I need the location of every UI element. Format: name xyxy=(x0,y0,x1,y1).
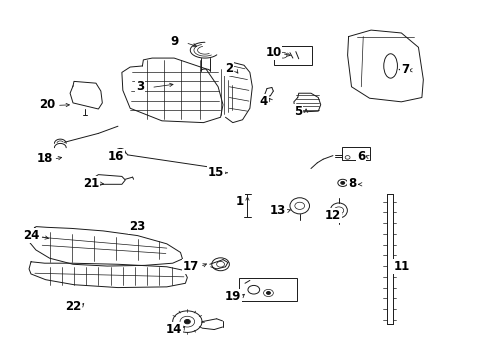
Text: 14: 14 xyxy=(166,323,182,336)
Text: 11: 11 xyxy=(393,260,410,273)
Text: 3: 3 xyxy=(136,80,144,93)
Text: 19: 19 xyxy=(224,290,241,303)
Text: 12: 12 xyxy=(325,210,341,222)
Text: 24: 24 xyxy=(23,229,39,242)
Text: 9: 9 xyxy=(170,35,178,49)
Text: 6: 6 xyxy=(357,150,366,163)
Text: 15: 15 xyxy=(207,166,224,179)
Text: 2: 2 xyxy=(225,62,233,75)
Text: 1: 1 xyxy=(236,195,244,208)
Bar xyxy=(274,45,313,65)
Text: 21: 21 xyxy=(83,177,99,190)
Text: 23: 23 xyxy=(129,220,146,233)
Text: 8: 8 xyxy=(348,177,357,190)
Text: 7: 7 xyxy=(401,63,409,76)
Text: 22: 22 xyxy=(65,300,81,313)
Text: 17: 17 xyxy=(183,260,199,273)
Text: 16: 16 xyxy=(107,150,123,163)
Text: 20: 20 xyxy=(39,98,55,111)
Text: 13: 13 xyxy=(270,204,286,217)
Circle shape xyxy=(184,319,190,324)
Text: 10: 10 xyxy=(265,46,281,59)
Text: 18: 18 xyxy=(36,152,53,165)
Bar xyxy=(342,147,370,160)
Circle shape xyxy=(267,292,270,294)
Bar xyxy=(239,278,297,301)
Text: 5: 5 xyxy=(294,105,302,118)
Text: 4: 4 xyxy=(259,95,268,108)
Circle shape xyxy=(341,181,344,184)
